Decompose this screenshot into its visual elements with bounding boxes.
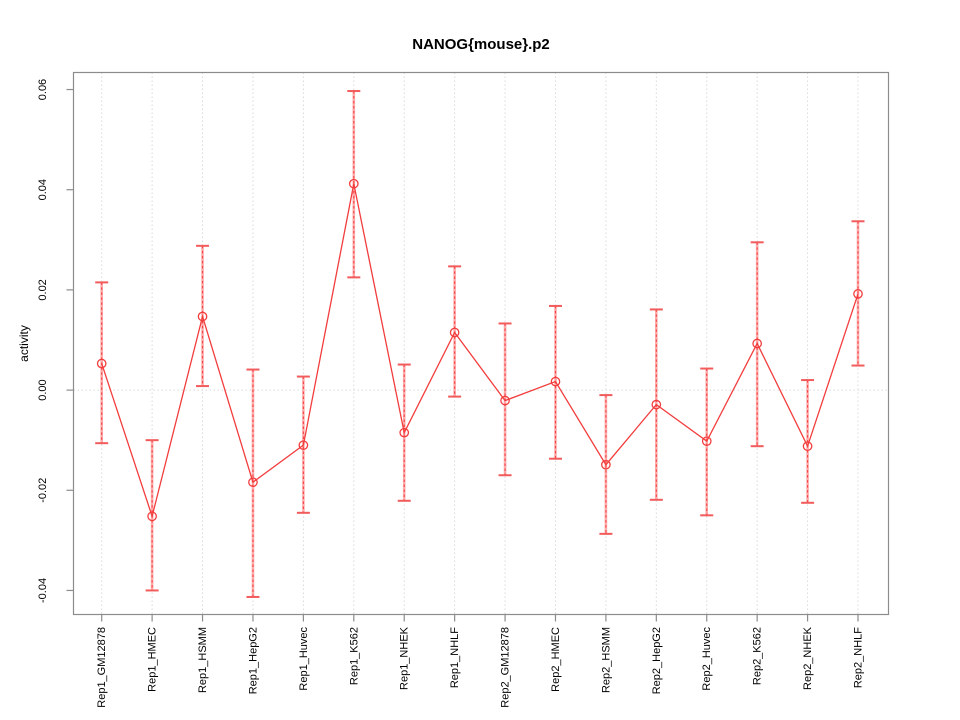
data-point-marker	[449, 327, 460, 338]
data-point-marker	[651, 399, 662, 410]
y-tick-label: 0.02	[37, 279, 49, 300]
y-tick-label: 0.04	[37, 179, 49, 200]
series-line	[101, 183, 859, 519]
data-point-marker	[197, 311, 208, 322]
data-point-marker	[601, 459, 611, 470]
x-tick-label: Rep1_HSMM	[197, 627, 209, 693]
data-line	[101, 183, 859, 519]
axes: -0.04 -0.02 0.00 0.02 0.04 0.06 Rep1_GM12878 Re…	[37, 79, 865, 708]
x-tick-label: Rep1_HMEC	[147, 627, 159, 692]
data-point-marker	[348, 178, 359, 189]
x-tick-label: Rep1_GM12878	[96, 627, 108, 708]
x-tick-label: Rep2_NHEK	[802, 626, 814, 690]
y-tick-label: 0.06	[37, 79, 49, 100]
data-point-marker	[248, 477, 258, 488]
y-tick-label: 0.00	[37, 379, 49, 400]
x-tick-label: Rep2_HSMM	[600, 627, 612, 693]
x-tick-label: Rep2_Huvec	[701, 627, 713, 691]
x-tick-label: Rep1_NHEK	[399, 626, 411, 690]
data-point-marker	[550, 376, 561, 387]
x-tick-label: Rep2_NHLF	[853, 627, 865, 688]
data-point-marker	[853, 289, 863, 299]
chart-title: NANOG{mouse}.p2	[412, 36, 550, 53]
y-tick-label: -0.04	[37, 578, 49, 603]
x-tick-label: Rep2_GM12878	[500, 627, 512, 708]
x-tick-label: Rep1_HepG2	[247, 627, 259, 694]
data-point-marker	[701, 436, 712, 447]
plot-border	[72, 71, 890, 616]
x-tick-label: Rep2_HepG2	[651, 627, 663, 694]
data-point-marker	[752, 338, 763, 349]
y-axis-label: activity	[17, 325, 31, 362]
y-tick-label: -0.02	[37, 478, 49, 503]
x-tick-label: Rep2_K562	[752, 627, 764, 685]
data-point-marker	[399, 427, 410, 438]
x-tick-label: Rep1_NHLF	[449, 627, 461, 688]
data-point-marker	[298, 440, 309, 451]
data-points	[96, 178, 863, 522]
data-point-marker	[500, 395, 510, 406]
data-point-marker	[147, 511, 157, 522]
x-tick-label: Rep2_HMEC	[550, 627, 562, 692]
data-point-marker	[802, 441, 813, 452]
x-tick-label: Rep1_Huvec	[298, 627, 310, 691]
x-tick-label: Rep1_K562	[348, 627, 360, 685]
data-point-marker	[96, 358, 107, 369]
